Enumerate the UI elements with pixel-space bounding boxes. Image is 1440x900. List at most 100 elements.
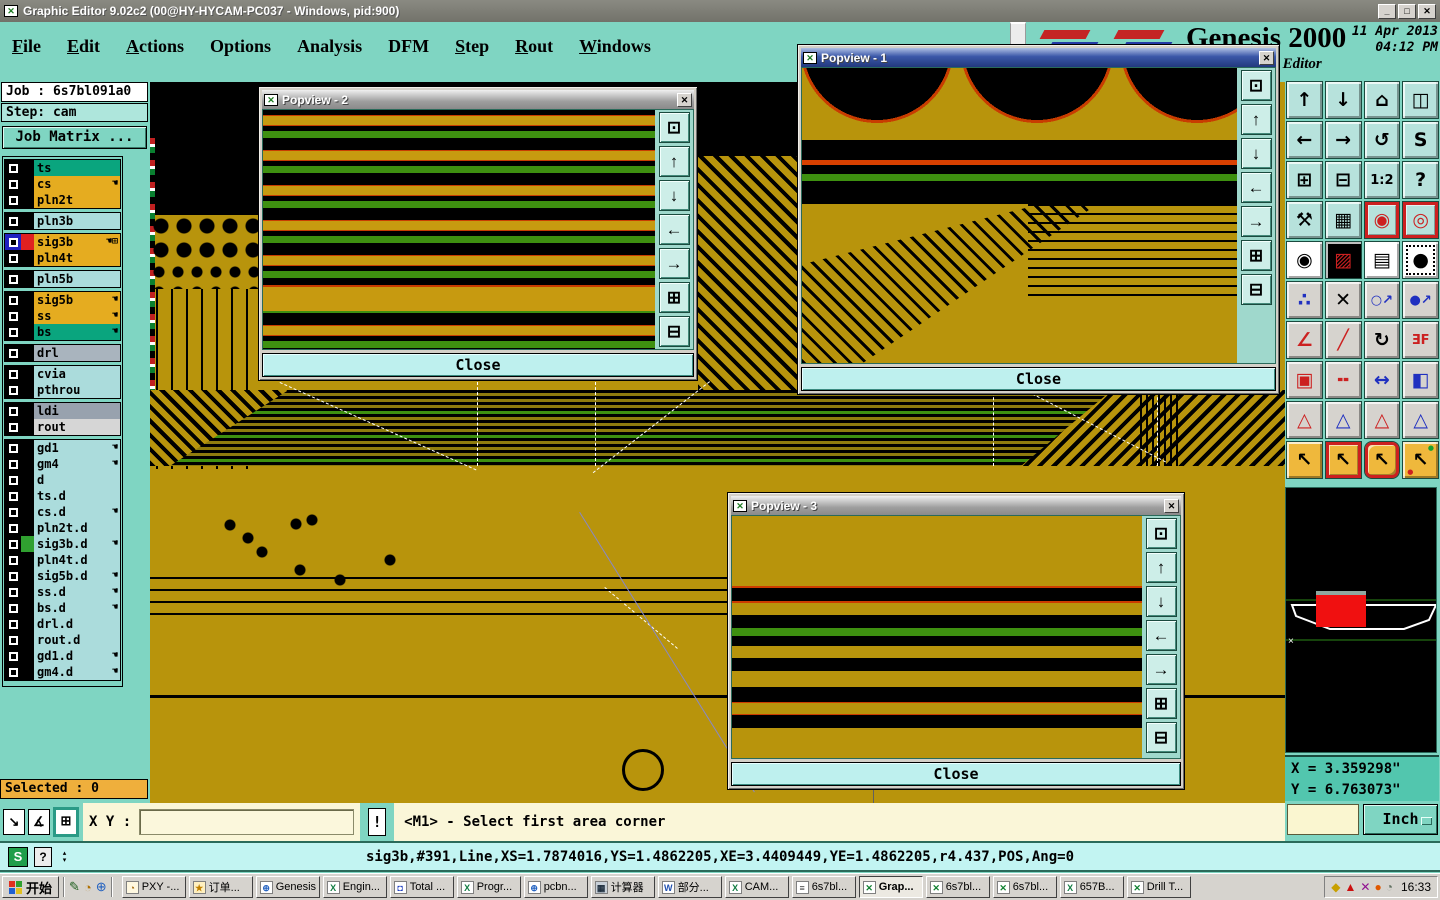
layer-row-pln4t.d[interactable]: pln4t.d — [5, 552, 120, 568]
layer-checkbox[interactable] — [5, 488, 21, 504]
menu-file[interactable]: File — [12, 35, 41, 56]
layer-row-gd1.d[interactable]: gd1.d ☚ — [5, 648, 120, 664]
layer-color-swatch[interactable] — [21, 345, 34, 361]
pan-up-button[interactable]: ↑ — [1145, 552, 1177, 583]
net-view-a-button[interactable]: ◉ — [1363, 201, 1401, 239]
select-cursor-button[interactable]: ↖ — [1286, 441, 1323, 479]
internet-icon[interactable]: ⊕ — [95, 879, 107, 894]
erase-button[interactable]: ✕ — [1324, 281, 1362, 319]
layer-row-ss.d[interactable]: ss.d ☚ — [5, 584, 120, 600]
popview-2-titlebar[interactable]: ✕ Popview - 2 ✕ — [262, 90, 694, 109]
popview-3-close-button[interactable]: Close — [731, 762, 1181, 786]
layer-name[interactable]: sig3b.d ☚ — [34, 536, 120, 552]
x-tray-icon[interactable]: ✕ — [1360, 880, 1371, 894]
zoom-in-button[interactable]: ⊞ — [1286, 161, 1323, 199]
layer-color-swatch[interactable] — [21, 308, 34, 324]
layer-name[interactable]: drl.d — [34, 616, 120, 632]
layer-color-swatch[interactable] — [21, 234, 34, 250]
layer-name[interactable]: ldi — [34, 403, 120, 419]
layer-color-swatch[interactable] — [21, 664, 34, 680]
net-select-button[interactable]: ↖ — [1402, 441, 1439, 479]
task-button-grap[interactable]: ✕ Grap... — [858, 876, 923, 898]
layer-color-swatch[interactable] — [21, 648, 34, 664]
menu-windows[interactable]: Windows — [579, 35, 651, 56]
menu-analysis[interactable]: Analysis — [297, 35, 363, 56]
layer-row-gm4.d[interactable]: gm4.d ☚ — [5, 664, 120, 680]
fillet-chevron-button[interactable]: △ — [1324, 401, 1362, 439]
layer-checkbox[interactable] — [5, 403, 21, 419]
layer-name[interactable]: gd1 ☚ — [34, 440, 120, 456]
pan-right-button[interactable]: → — [1145, 654, 1177, 685]
edit-doc-icon[interactable]: ✎ — [69, 879, 80, 894]
zoom-in-button[interactable]: ⊞ — [1145, 688, 1177, 719]
grid-snap-button[interactable]: ⊞ — [53, 807, 79, 837]
measure-gap-button[interactable]: ↔ — [1363, 361, 1401, 399]
home-view-button[interactable]: ⌂ — [1363, 81, 1401, 119]
layer-color-swatch[interactable] — [21, 584, 34, 600]
stretch-line-button[interactable]: ╍ — [1324, 361, 1362, 399]
task-button-[interactable]: W 部分... — [657, 876, 722, 898]
layer-checkbox[interactable] — [5, 536, 21, 552]
layer-name[interactable]: pthrou — [34, 382, 120, 398]
pan-left-button[interactable]: ← — [1145, 620, 1177, 651]
zoom-out-button[interactable]: ⊟ — [1145, 722, 1177, 753]
popview-2-close-button[interactable]: Close — [262, 353, 694, 377]
layer-checkbox[interactable] — [5, 234, 21, 250]
layer-checkbox[interactable] — [5, 648, 21, 664]
pan-down-button[interactable]: ↓ — [1324, 81, 1362, 119]
layer-row-sig3b[interactable]: sig3b ☚⊞ — [5, 234, 120, 250]
layer-row-ldi[interactable]: ldi — [5, 403, 120, 419]
layer-name[interactable]: pln4t — [34, 250, 120, 266]
close-icon[interactable]: ✕ — [677, 92, 692, 107]
task-button-6s7bl[interactable]: ✕ 6s7bl... — [925, 876, 990, 898]
layer-name[interactable]: pln2t — [34, 192, 120, 208]
menu-actions[interactable]: Actions — [126, 35, 185, 56]
task-button-6s7bl[interactable]: ≡ 6s7bl... — [791, 876, 856, 898]
layer-name[interactable]: pln4t.d — [34, 552, 120, 568]
menu-dfm[interactable]: DFM — [388, 35, 430, 56]
layer-color-swatch[interactable] — [21, 504, 34, 520]
spin-up-icon[interactable]: ▴ — [62, 849, 67, 857]
menu-options[interactable]: Options — [210, 35, 272, 56]
layer-name[interactable]: gm4.d ☚ — [34, 664, 120, 680]
layer-name[interactable]: sig5b.d ☚ — [34, 568, 120, 584]
grid-button[interactable]: ▦ — [1324, 201, 1362, 239]
task-button-cam[interactable]: X CAM... — [724, 876, 789, 898]
task-button-engin[interactable]: X Engin... — [322, 876, 387, 898]
layer-color-swatch[interactable] — [21, 160, 34, 176]
clock-tray-icon[interactable]: ◔ — [1385, 880, 1393, 894]
zoom-out-button[interactable]: ⊟ — [1240, 274, 1272, 305]
serpentine-route-button[interactable]: S — [1402, 121, 1439, 159]
popview-3-titlebar[interactable]: ✕ Popview - 3 ✕ — [731, 496, 1181, 515]
copy-mask-button[interactable]: ▣ — [1286, 361, 1323, 399]
layer-checkbox[interactable] — [5, 664, 21, 680]
move-point-button[interactable]: ●↗ — [1402, 281, 1439, 319]
layer-color-swatch[interactable] — [21, 382, 34, 398]
layer-checkbox[interactable] — [5, 419, 21, 435]
popview-3-view[interactable] — [732, 516, 1142, 758]
layer-row-drl[interactable]: drl — [5, 345, 120, 361]
layer-checkbox[interactable] — [5, 324, 21, 340]
layer-row-pln3b[interactable]: pln3b — [5, 213, 120, 229]
tools-button[interactable]: ⚒ — [1286, 201, 1323, 239]
task-button-657b[interactable]: X 657B... — [1059, 876, 1124, 898]
layer-checkbox[interactable] — [5, 345, 21, 361]
layer-row-pthrou[interactable]: pthrou — [5, 382, 120, 398]
task-button-drillt[interactable]: ✕ Drill T... — [1126, 876, 1191, 898]
layer-checkbox[interactable] — [5, 250, 21, 266]
frame-select-button[interactable]: ↖ — [1324, 441, 1362, 479]
layer-color-swatch[interactable] — [21, 552, 34, 568]
previous-view-button[interactable]: ↺ — [1363, 121, 1401, 159]
layer-name[interactable]: sig3b ☚⊞ — [34, 234, 120, 250]
task-button-pxy[interactable]: ◔ PXY -... — [121, 876, 186, 898]
layer-color-swatch[interactable] — [21, 192, 34, 208]
layer-row-drl.d[interactable]: drl.d — [5, 616, 120, 632]
spin-down-icon[interactable]: ▾ — [62, 856, 67, 864]
layer-color-swatch[interactable] — [21, 176, 34, 192]
layer-checkbox[interactable] — [5, 213, 21, 229]
ink-tray-icon[interactable]: ● — [1374, 880, 1382, 894]
layer-checkbox[interactable] — [5, 192, 21, 208]
layer-row-sig5b.d[interactable]: sig5b.d ☚ — [5, 568, 120, 584]
board-overview[interactable]: × — [1285, 487, 1438, 753]
layer-color-swatch[interactable] — [21, 403, 34, 419]
